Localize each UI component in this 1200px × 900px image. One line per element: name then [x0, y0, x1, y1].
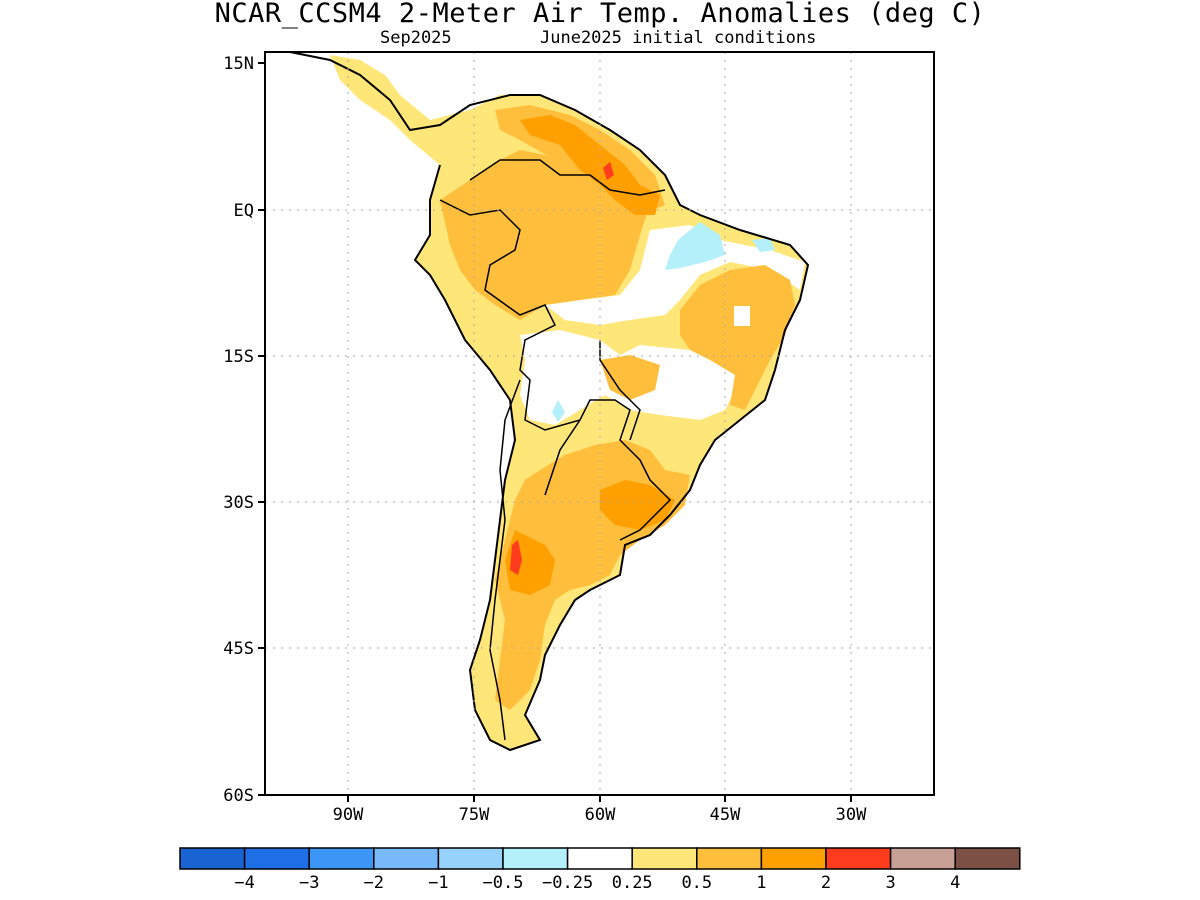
lat-label-15s: 15S	[223, 347, 254, 367]
colorbar-label: 1	[756, 873, 766, 893]
colorbar-swatch	[696, 847, 763, 870]
cool-region-northeast	[665, 222, 725, 270]
colorbar-swatch	[566, 847, 633, 870]
lon-label-90w: 90W	[333, 805, 364, 825]
missing-data-box	[734, 306, 750, 326]
cool-region-coast	[752, 238, 775, 252]
colorbar-swatch	[889, 847, 956, 870]
colorbar-swatch	[373, 847, 440, 870]
colorbar-label: −1	[428, 873, 448, 893]
hot-region-guianas	[520, 115, 660, 215]
colorbar-label: 2	[821, 873, 831, 893]
colorbar-swatch	[179, 847, 246, 870]
initial-conditions: June2025 initial conditions	[540, 28, 817, 48]
warm-region-northeast	[680, 265, 795, 410]
colorbar-label: −3	[299, 873, 319, 893]
colorbar-swatch	[631, 847, 698, 870]
hot-region-uruguay	[600, 480, 675, 530]
forecast-month: Sep2025	[380, 28, 452, 48]
neutral-region-north	[545, 225, 805, 325]
anomaly-field	[289, 52, 810, 752]
colorbar-swatch	[760, 847, 827, 870]
lon-label-45w: 45W	[710, 805, 741, 825]
colorbar-label: −2	[364, 873, 384, 893]
lon-label-60w: 60W	[585, 805, 616, 825]
lat-label-30s: 30S	[223, 493, 254, 513]
colorbar-swatch	[825, 847, 892, 870]
colorbar-swatch	[437, 847, 504, 870]
colorbar-label: 0.25	[612, 873, 653, 893]
map-title: NCAR_CCSM4 2-Meter Air Temp. Anomalies (…	[214, 0, 986, 29]
coastline	[289, 52, 810, 752]
axis-ticks	[258, 62, 852, 802]
colorbar: −4 −3 −2 −1 −0.5 −0.25 0.25 0.5 1 2 3 4	[179, 847, 1021, 893]
lat-label-45s: 45S	[223, 639, 254, 659]
colorbar-label: 3	[885, 873, 895, 893]
colorbar-label: −0.25	[542, 873, 593, 893]
colorbar-label: 4	[950, 873, 960, 893]
lat-label-60s: 60S	[223, 786, 254, 806]
colorbar-swatch	[243, 847, 310, 870]
colorbar-label: −0.5	[483, 873, 524, 893]
cool-region-bolivia	[552, 400, 565, 422]
lon-label-75w: 75W	[459, 805, 490, 825]
extreme-region-andes	[510, 540, 522, 575]
country-borders	[439, 159, 672, 741]
lat-label-15n: 15N	[223, 54, 254, 74]
colorbar-label: −4	[234, 873, 254, 893]
colorbar-swatch	[954, 847, 1021, 870]
colorbar-swatch	[308, 847, 375, 870]
colorbar-swatch	[502, 847, 569, 870]
colorbar-label: 0.5	[681, 873, 712, 893]
lon-label-30w: 30W	[836, 805, 867, 825]
warm-region-bolivia	[600, 355, 660, 400]
extreme-region-guiana	[603, 162, 614, 180]
lat-label-eq: EQ	[234, 201, 254, 221]
